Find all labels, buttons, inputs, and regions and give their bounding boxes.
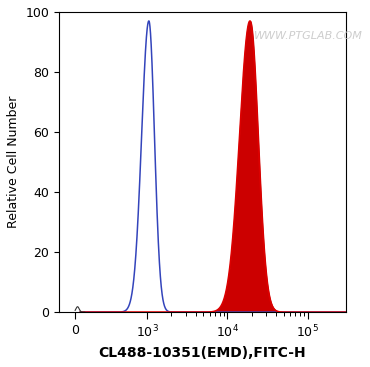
Text: WWW.PTGLAB.COM: WWW.PTGLAB.COM [254,31,363,41]
X-axis label: CL488-10351(EMD),FITC-H: CL488-10351(EMD),FITC-H [99,346,306,360]
Y-axis label: Relative Cell Number: Relative Cell Number [7,96,20,228]
